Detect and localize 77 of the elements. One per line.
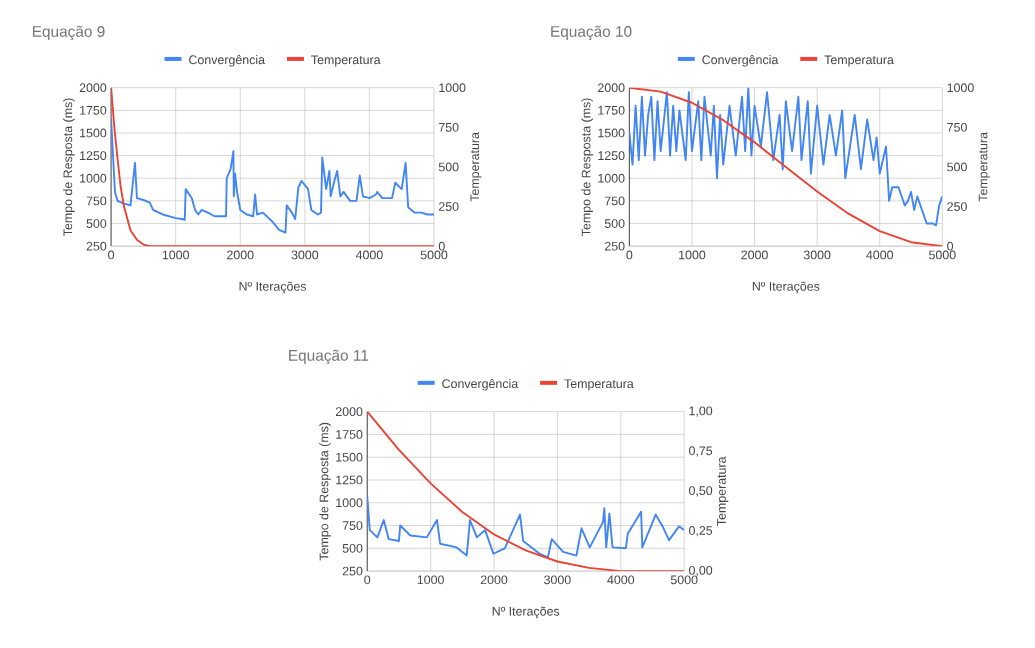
y2-tick-label: 250 [947,202,967,212]
y-tick-label: 1500 [598,128,625,138]
y-axis-title: Tempo de Resposta (ms) [63,98,75,237]
x-tick-label: 4000 [866,250,894,260]
x-tick-label: 3000 [544,575,571,585]
y-tick-label: 1750 [336,430,363,439]
y-tick-label: 1750 [80,106,107,115]
y-tick-label: 1500 [336,452,363,462]
y2-tick-label: 0,50 [689,486,713,497]
y-tick-label: 2000 [598,83,625,93]
legend-label: Convergência [702,55,779,67]
x-tick-label: 1000 [417,575,444,585]
y-tick-label: 1250 [80,151,107,161]
y-tick-label: 250 [604,241,625,251]
line-series [367,411,685,572]
y2-tick-label: 250 [438,202,459,212]
y2-tick-label: 0,00 [689,566,713,577]
legend-label: Convergência [442,378,519,391]
y2-tick-label: 0 [947,241,954,251]
y2-tick-label: 0,75 [689,446,713,457]
y-tick-label: 1250 [336,475,363,485]
y2-axis-title: Temperatura [978,132,990,202]
y-tick-label: 750 [86,196,107,206]
y2-tick-label: 750 [438,123,459,132]
x-axis-title: Nº Iterações [752,281,820,294]
y2-tick-label: 1,00 [689,406,713,417]
y-tick-label: 2000 [79,83,107,93]
y-tick-label: 500 [604,219,625,228]
x-axis-title: Nº Iterações [239,281,307,294]
y-tick-label: 2000 [335,407,363,417]
y-axis-title: Tempo de Resposta (ms) [319,422,331,561]
x-axis-title: Nº Iterações [492,606,560,619]
chart-title: Equação 10 [551,25,632,41]
y-tick-label: 250 [86,241,107,251]
y-tick-label: 1000 [80,173,107,183]
y2-tick-label: 500 [947,162,967,172]
legend-label: Temperatura [564,379,634,391]
x-tick-label: 4000 [607,575,635,585]
legend-label: Convergência [189,55,266,67]
x-tick-label: 3000 [803,250,831,260]
y-tick-label: 1250 [598,151,625,161]
y-tick-label: 750 [604,196,625,206]
y2-tick-label: 500 [438,162,459,172]
y2-tick-label: 0 [438,241,445,251]
y2-tick-label: 750 [947,123,967,132]
x-tick-label: 2000 [741,250,768,260]
x-tick-label: 2000 [480,575,508,585]
x-tick-label: 2000 [227,250,254,260]
y-tick-label: 750 [342,521,363,530]
x-tick-label: 1000 [162,250,189,260]
y-tick-label: 1750 [598,106,625,115]
y2-tick-label: 1000 [439,83,466,93]
y-tick-label: 500 [342,544,363,553]
x-tick-label: 1000 [679,250,706,260]
x-tick-label: 0 [626,250,633,260]
x-tick-label: 5000 [670,575,698,585]
chart-title: Equação 9 [32,25,105,41]
y2-axis-title: Temperatura [470,132,482,202]
line-series [111,87,435,247]
legend-label: Temperatura [824,55,894,67]
legend-label: Temperatura [311,55,381,67]
y-axis-title: Tempo de Resposta (ms) [581,98,593,237]
y2-tick-label: 1000 [947,83,974,93]
x-tick-label: 5000 [929,250,956,260]
y-tick-label: 500 [86,219,107,228]
y2-axis-title: Temperatura [717,456,729,526]
chart-title: Equação 11 [289,349,369,365]
x-tick-label: 0 [108,250,115,260]
y-tick-label: 1000 [598,173,625,183]
x-tick-label: 4000 [355,250,383,260]
x-tick-label: 3000 [291,250,319,260]
y-tick-label: 1000 [336,498,363,508]
y2-tick-label: 0,25 [689,526,713,537]
x-tick-label: 0 [364,575,371,585]
y-tick-label: 250 [342,566,363,576]
y-tick-label: 1500 [80,128,107,138]
x-tick-label: 5000 [420,250,448,260]
